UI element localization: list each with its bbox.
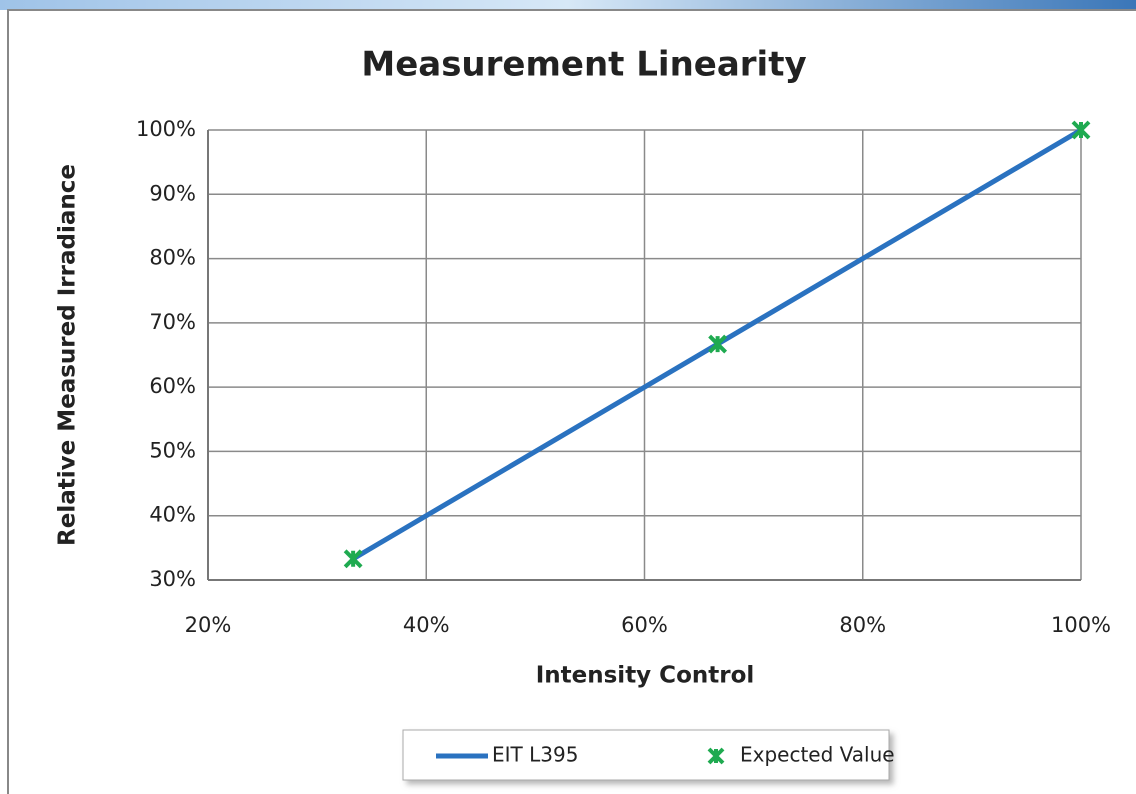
y-axis-label: Relative Measured Irradiance [55, 164, 81, 546]
data-point [1071, 120, 1091, 140]
y-tick-label: 100% [136, 117, 196, 141]
x-axis-label: Intensity Control [536, 663, 755, 689]
y-tick-label: 30% [149, 567, 196, 591]
x-tick-label: 100% [1051, 613, 1111, 637]
y-tick-label: 40% [149, 503, 196, 527]
legend-label: EIT L395 [492, 743, 578, 767]
y-tick-label: 70% [149, 310, 196, 334]
x-tick-label: 40% [403, 613, 450, 637]
data-point [708, 334, 728, 354]
y-tick-label: 50% [149, 438, 196, 462]
legend: EIT L395 Expected Value [402, 729, 895, 781]
y-tick-label: 90% [149, 181, 196, 205]
x-tick-label: 20% [185, 613, 232, 637]
x-tick-label: 80% [839, 613, 886, 637]
chart-title: Measurement Linearity [361, 45, 806, 85]
legend-label: Expected Value [740, 743, 895, 767]
x-tick-label: 60% [621, 613, 668, 637]
legend-swatch [707, 747, 725, 765]
chart-frame [7, 9, 1136, 794]
y-tick-label: 60% [149, 374, 196, 398]
data-point [343, 549, 363, 569]
top-band [0, 0, 1136, 10]
y-tick-label: 80% [149, 246, 196, 270]
